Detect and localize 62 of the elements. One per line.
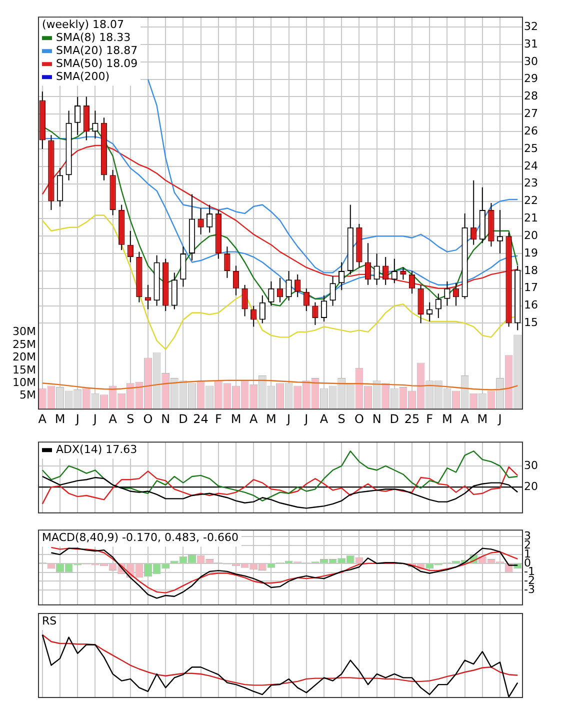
y-tick-label: 29 [524, 72, 538, 86]
x-tick-label: J [304, 412, 308, 426]
y-tick-label: 30 [524, 54, 538, 68]
x-tick-label: A [38, 412, 48, 426]
y2-tick-label: 20M [12, 350, 36, 364]
x-tick-label: F [426, 412, 434, 426]
y-tick-label: 25 [524, 142, 538, 155]
x-tick-label: J [497, 412, 502, 426]
legend-label: SMA(20) 18.87 [56, 44, 138, 57]
x-tick-label: A [460, 412, 470, 426]
x-tick-label: S [338, 412, 346, 426]
y-tick-label: 19 [524, 246, 538, 260]
x-tick-label: M [477, 412, 488, 426]
y-tick-label: 16 [524, 298, 538, 312]
x-tick-label: S [126, 412, 134, 426]
x-tick-label: M [266, 412, 276, 426]
x-tick-label: A [320, 412, 329, 426]
y-tick-label: 28 [524, 90, 538, 103]
y-tick-label: 30 [524, 458, 538, 472]
y-tick-label: 20 [524, 480, 538, 493]
y-tick-label: 17 [524, 281, 538, 294]
y2-tick-label: 30M [12, 325, 36, 338]
y-tick-label: 31 [524, 37, 538, 50]
y2-tick-label: 5M [20, 388, 36, 402]
x-tick-label: 25 [404, 412, 420, 426]
x-tick-label: D [178, 412, 188, 426]
x-tick-label: J [74, 412, 80, 426]
y-tick-label: 22 [524, 194, 538, 208]
y-tick-label: 21 [524, 212, 538, 225]
y-tick-label: 15 [524, 316, 538, 330]
y-tick-label: 27 [524, 107, 538, 120]
y-tick-label: 23 [524, 176, 538, 190]
x-tick-label: F [214, 412, 222, 426]
x-tick-label: O [354, 412, 364, 426]
x-tick-label: N [372, 412, 382, 426]
x-tick-label: J [286, 412, 291, 426]
y2-tick-label: 15M [12, 363, 36, 376]
y-tick-label: 24 [524, 159, 538, 172]
x-tick-label: A [108, 412, 118, 426]
x-tick-label: M [442, 412, 452, 426]
x-tick-label: M [230, 412, 242, 426]
x-tick-label: D [390, 412, 400, 426]
y-tick-label: 32 [524, 20, 538, 33]
x-tick-label: N [161, 412, 170, 426]
y-tick-label: 0 [524, 556, 531, 570]
x-tick-label: J [92, 412, 97, 426]
legend-label: SMA(50) 18.09 [56, 56, 138, 70]
x-tick-label: 24 [193, 412, 208, 426]
y-tick-label: 26 [524, 124, 538, 138]
y-tick-label: 20 [524, 228, 538, 242]
y-tick-label: 18 [524, 264, 538, 277]
legend-label: SMA(200) [56, 70, 110, 83]
x-tick-label: A [249, 412, 258, 426]
x-tick-label: M [54, 412, 66, 426]
chart-title: MACD(8,40,9) -0.170, 0.483, -0.660 [42, 530, 238, 544]
chart-title: (weekly) 18.07 [42, 18, 124, 31]
y2-tick-label: 25M [12, 338, 36, 351]
legend-label: ADX(14) 17.63 [56, 442, 138, 456]
x-tick-label: O [143, 412, 153, 426]
y2-tick-label: 10M [12, 376, 36, 390]
chart-title: RS [42, 614, 57, 628]
legend-label: SMA(8) 18.33 [56, 30, 131, 44]
